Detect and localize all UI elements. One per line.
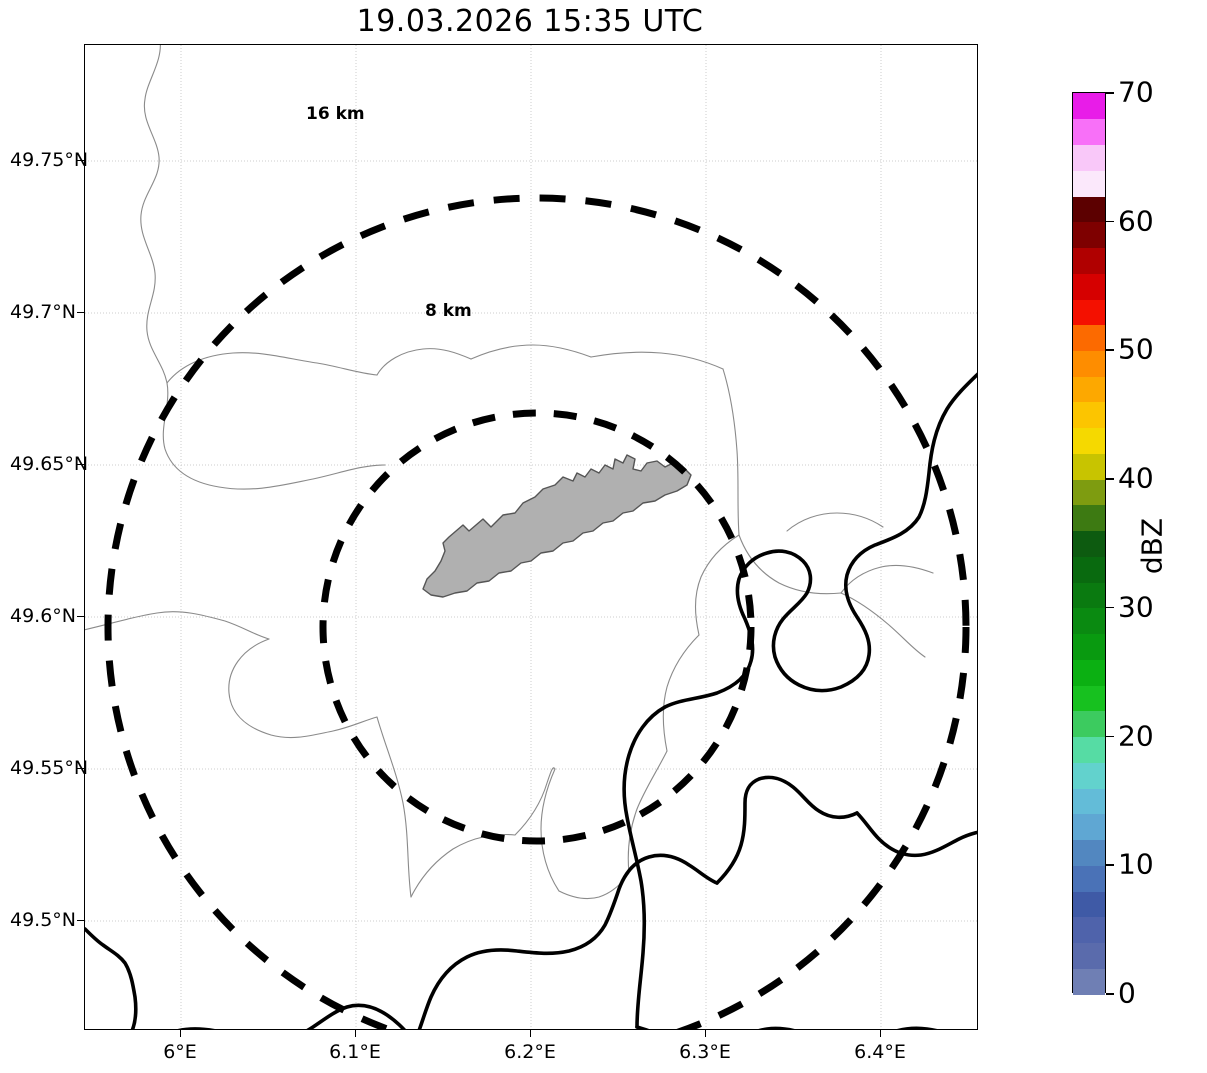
colorbar-tick-60 [1106, 220, 1114, 223]
colorbar-tick-20 [1106, 735, 1114, 738]
national-border [85, 372, 977, 1029]
xtick-mark-6.4 [880, 1030, 882, 1037]
xtick-label-6.4: 6.4°E [854, 1041, 906, 1063]
colorbar-band-38-40 [1073, 479, 1105, 506]
xtick-label-6.2: 6.2°E [504, 1041, 556, 1063]
xtick-label-6.3: 6.3°E [679, 1041, 731, 1063]
colorbar-gradient [1072, 92, 1106, 995]
colorbar-band-24-26 [1073, 659, 1105, 686]
colorbar-band-42-44 [1073, 427, 1105, 454]
colorbar-label-20: 20 [1118, 719, 1154, 753]
colorbar-band-14-16 [1073, 788, 1105, 815]
colorbar-band-40-42 [1073, 453, 1105, 480]
colorbar-tick-70 [1106, 92, 1114, 94]
range-rings [104, 194, 970, 1029]
colorbar-band-18-20 [1073, 736, 1105, 763]
ytick-mark-49.5 [77, 920, 84, 922]
colorbar-band-16-18 [1073, 762, 1105, 789]
colorbar-label-50: 50 [1118, 332, 1154, 366]
colorbar-band-34-36 [1073, 530, 1105, 557]
ytick-label-49.55: 49.55°N [10, 757, 89, 779]
admin-boundaries [85, 45, 934, 900]
colorbar-band-6-8 [1073, 891, 1105, 918]
colorbar-band-64-66 [1073, 144, 1105, 171]
xtick-label-6.1: 6.1°E [329, 1041, 381, 1063]
colorbar-band-44-46 [1073, 401, 1105, 429]
ytick-mark-49.55 [77, 768, 84, 770]
colorbar-band-48-50 [1073, 350, 1105, 377]
colorbar-band-36-38 [1073, 504, 1105, 532]
range-ring-16km [104, 194, 970, 1029]
colorbar-band-30-32 [1073, 582, 1105, 609]
ytick-label-49.7: 49.7°N [10, 301, 77, 323]
ytick-mark-49.75 [77, 160, 84, 162]
colorbar[interactable]: 70 60 50 40 30 20 10 0 [1072, 76, 1154, 1010]
colorbar-label-70: 70 [1118, 75, 1154, 109]
colorbar-band-0-2 [1073, 968, 1105, 995]
radar-map-panel[interactable]: 16 km 8 km [84, 44, 978, 1030]
colorbar-axis-title: dBZ [1135, 517, 1169, 575]
colorbar-band-46-48 [1073, 376, 1105, 403]
ytick-label-49.75: 49.75°N [10, 149, 89, 171]
colorbar-tick-0 [1106, 993, 1114, 995]
xtick-mark-6.3 [705, 1030, 707, 1037]
colorbar-band-22-24 [1073, 685, 1105, 712]
colorbar-band-66-68 [1073, 118, 1105, 146]
colorbar-band-4-6 [1073, 916, 1105, 944]
colorbar-band-68-70 [1073, 93, 1105, 120]
colorbar-label-10: 10 [1118, 847, 1154, 881]
ytick-mark-49.6 [77, 616, 84, 618]
colorbar-band-54-56 [1073, 273, 1105, 300]
colorbar-band-56-58 [1073, 247, 1105, 274]
page-title: 19.03.2026 15:35 UTC [356, 4, 704, 39]
ytick-mark-49.7 [77, 312, 84, 314]
colorbar-label-40: 40 [1118, 461, 1154, 495]
colorbar-band-62-64 [1073, 170, 1105, 197]
ytick-label-49.6: 49.6°N [10, 605, 77, 627]
colorbar-band-32-34 [1073, 556, 1105, 583]
range-ring-8km [319, 409, 755, 845]
colorbar-label-0: 0 [1118, 976, 1136, 1010]
colorbar-band-26-28 [1073, 633, 1105, 660]
colorbar-label-60: 60 [1118, 204, 1154, 238]
colorbar-tick-30 [1106, 606, 1114, 609]
range-ring-label-16km: 16 km [306, 104, 365, 124]
colorbar-band-20-22 [1073, 710, 1105, 738]
colorbar-band-50-52 [1073, 324, 1105, 351]
colorbar-band-52-54 [1073, 298, 1105, 326]
ytick-label-49.5: 49.5°N [10, 909, 77, 931]
colorbar-band-12-14 [1073, 813, 1105, 841]
colorbar-tick-50 [1106, 349, 1114, 351]
xtick-label-6: 6°E [163, 1041, 197, 1063]
xtick-mark-6 [180, 1030, 182, 1037]
colorbar-band-2-4 [1073, 942, 1105, 969]
range-ring-label-8km: 8 km [425, 301, 472, 321]
map-canvas [85, 45, 977, 1029]
colorbar-tick-40 [1106, 478, 1114, 480]
colorbar-band-8-10 [1073, 865, 1105, 892]
colorbar-band-58-60 [1073, 221, 1105, 249]
xtick-mark-6.1 [355, 1030, 357, 1037]
colorbar-band-60-62 [1073, 195, 1105, 223]
colorbar-tick-10 [1106, 864, 1114, 866]
colorbar-label-30: 30 [1118, 590, 1154, 624]
ytick-mark-49.65 [77, 464, 84, 466]
xtick-mark-6.2 [530, 1030, 532, 1037]
colorbar-band-28-30 [1073, 607, 1105, 635]
city-polygon [422, 454, 692, 598]
ytick-label-49.65: 49.65°N [10, 453, 89, 475]
colorbar-band-10-12 [1073, 839, 1105, 866]
